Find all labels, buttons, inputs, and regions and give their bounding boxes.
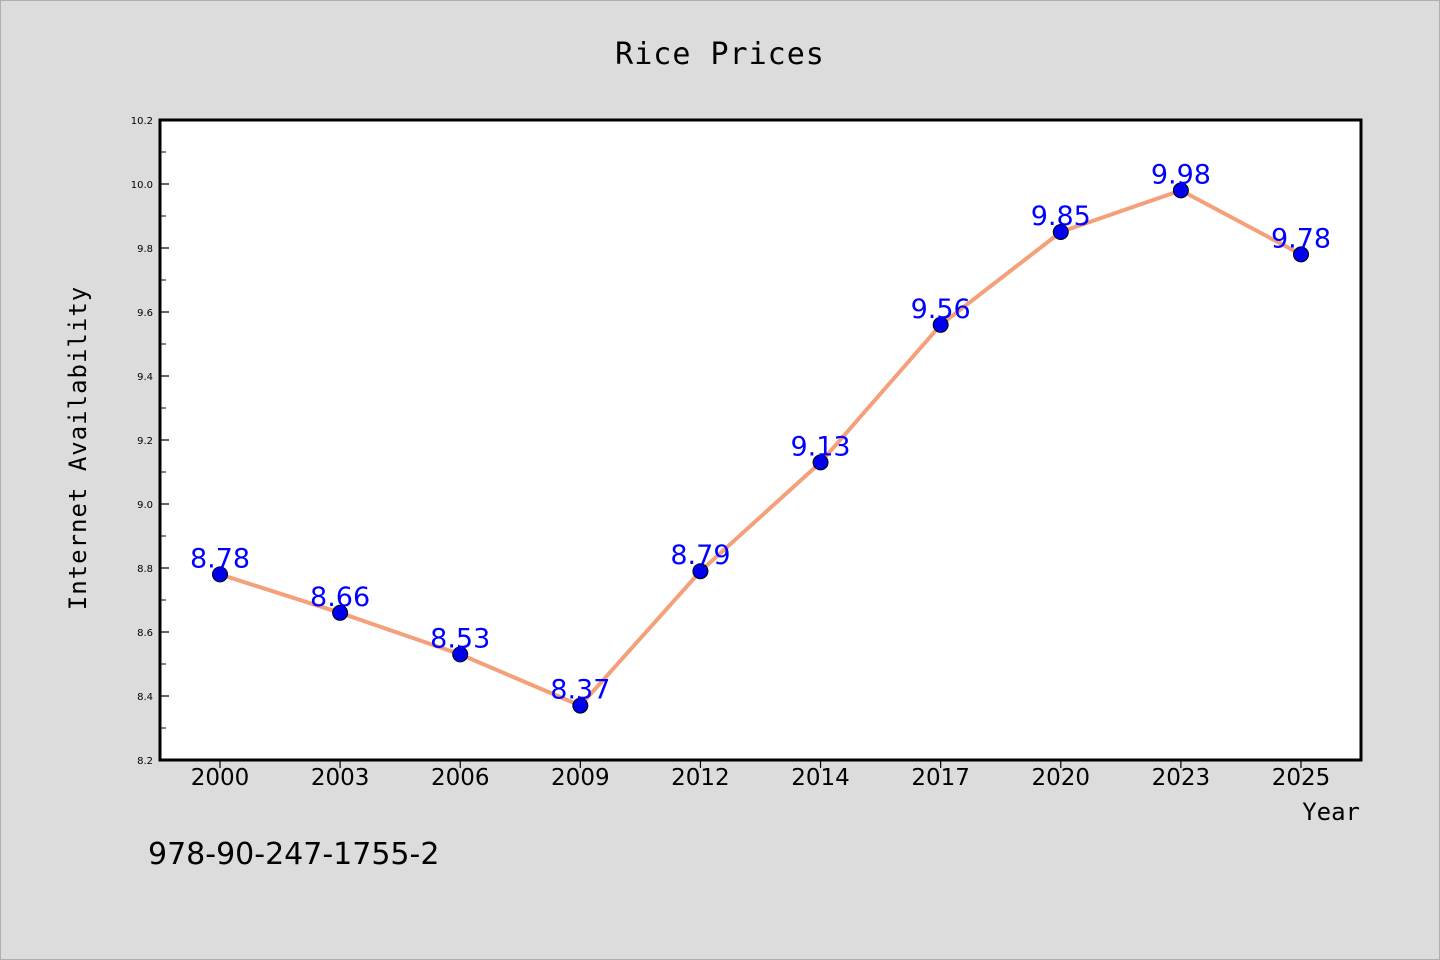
- y-tick-label: 8.2: [137, 756, 153, 767]
- data-point: [692, 563, 709, 580]
- data-label: 9.85: [1031, 201, 1091, 232]
- x-tick-label: 2003: [311, 765, 370, 791]
- y-tick-label: 8.4: [137, 692, 153, 703]
- x-tick-label: 2012: [671, 765, 730, 791]
- data-point: [212, 566, 228, 583]
- data-label: 9.98: [1151, 159, 1211, 190]
- y-tick-label: 10.2: [131, 116, 153, 127]
- x-axis-label: Year: [1302, 798, 1360, 826]
- y-tick-label: 9.8: [137, 244, 153, 255]
- x-tick-label: 2025: [1272, 765, 1331, 791]
- data-label: 8.53: [430, 623, 490, 654]
- x-tick-label: 2020: [1032, 765, 1091, 791]
- data-point: [332, 604, 349, 621]
- footnote-text: 978-90-247-1755-2: [148, 837, 439, 872]
- x-tick-label: 2023: [1152, 765, 1211, 791]
- x-tick-label: 2000: [191, 765, 250, 791]
- data-label: 9.13: [790, 431, 850, 462]
- chart-title: Rice Prices: [615, 37, 825, 72]
- data-label: 8.66: [310, 582, 370, 613]
- data-point: [1172, 182, 1189, 199]
- x-tick-label: 2014: [791, 765, 850, 791]
- y-tick-label: 8.6: [137, 628, 153, 639]
- series-markers: [212, 182, 1309, 714]
- y-axis: 8.2 8.4 8.6 8.8 9.0 9.2 9.4 9.6 9.8 10.0 10.2: [131, 116, 169, 767]
- data-point: [1293, 246, 1309, 263]
- data-label: 9.78: [1271, 223, 1331, 254]
- data-point: [812, 454, 829, 471]
- y-tick-label: 8.8: [137, 564, 153, 575]
- data-label: 8.79: [670, 540, 730, 571]
- data-labels: 8.78 8.66 8.53 8.37 8.79 9.13 9.56 9.85 9.98 9.78: [190, 159, 1331, 705]
- data-point: [1052, 224, 1069, 240]
- x-tick-label: 2009: [551, 765, 610, 791]
- data-point: [452, 646, 469, 663]
- y-tick-label: 9.2: [137, 436, 153, 447]
- x-axis: 2000 2003 2006 2009 2012 2014 2017 2020 2023 2025: [191, 760, 1331, 791]
- data-label: 9.56: [911, 294, 971, 325]
- data-point: [932, 316, 949, 333]
- y-tick-label: 9.6: [137, 308, 153, 319]
- data-label: 8.37: [550, 675, 610, 706]
- series-line: [219, 188, 1302, 708]
- x-tick-label: 2017: [911, 765, 970, 791]
- x-tick-label: 2006: [431, 765, 490, 791]
- data-label: 8.78: [190, 543, 250, 574]
- plot-area: [158, 118, 1363, 762]
- data-point: [572, 697, 589, 714]
- y-axis-label: Internet Availability: [64, 286, 92, 610]
- y-tick-label: 10.0: [131, 180, 153, 191]
- y-tick-label: 9.4: [137, 372, 153, 383]
- y-tick-label: 9.0: [137, 500, 153, 511]
